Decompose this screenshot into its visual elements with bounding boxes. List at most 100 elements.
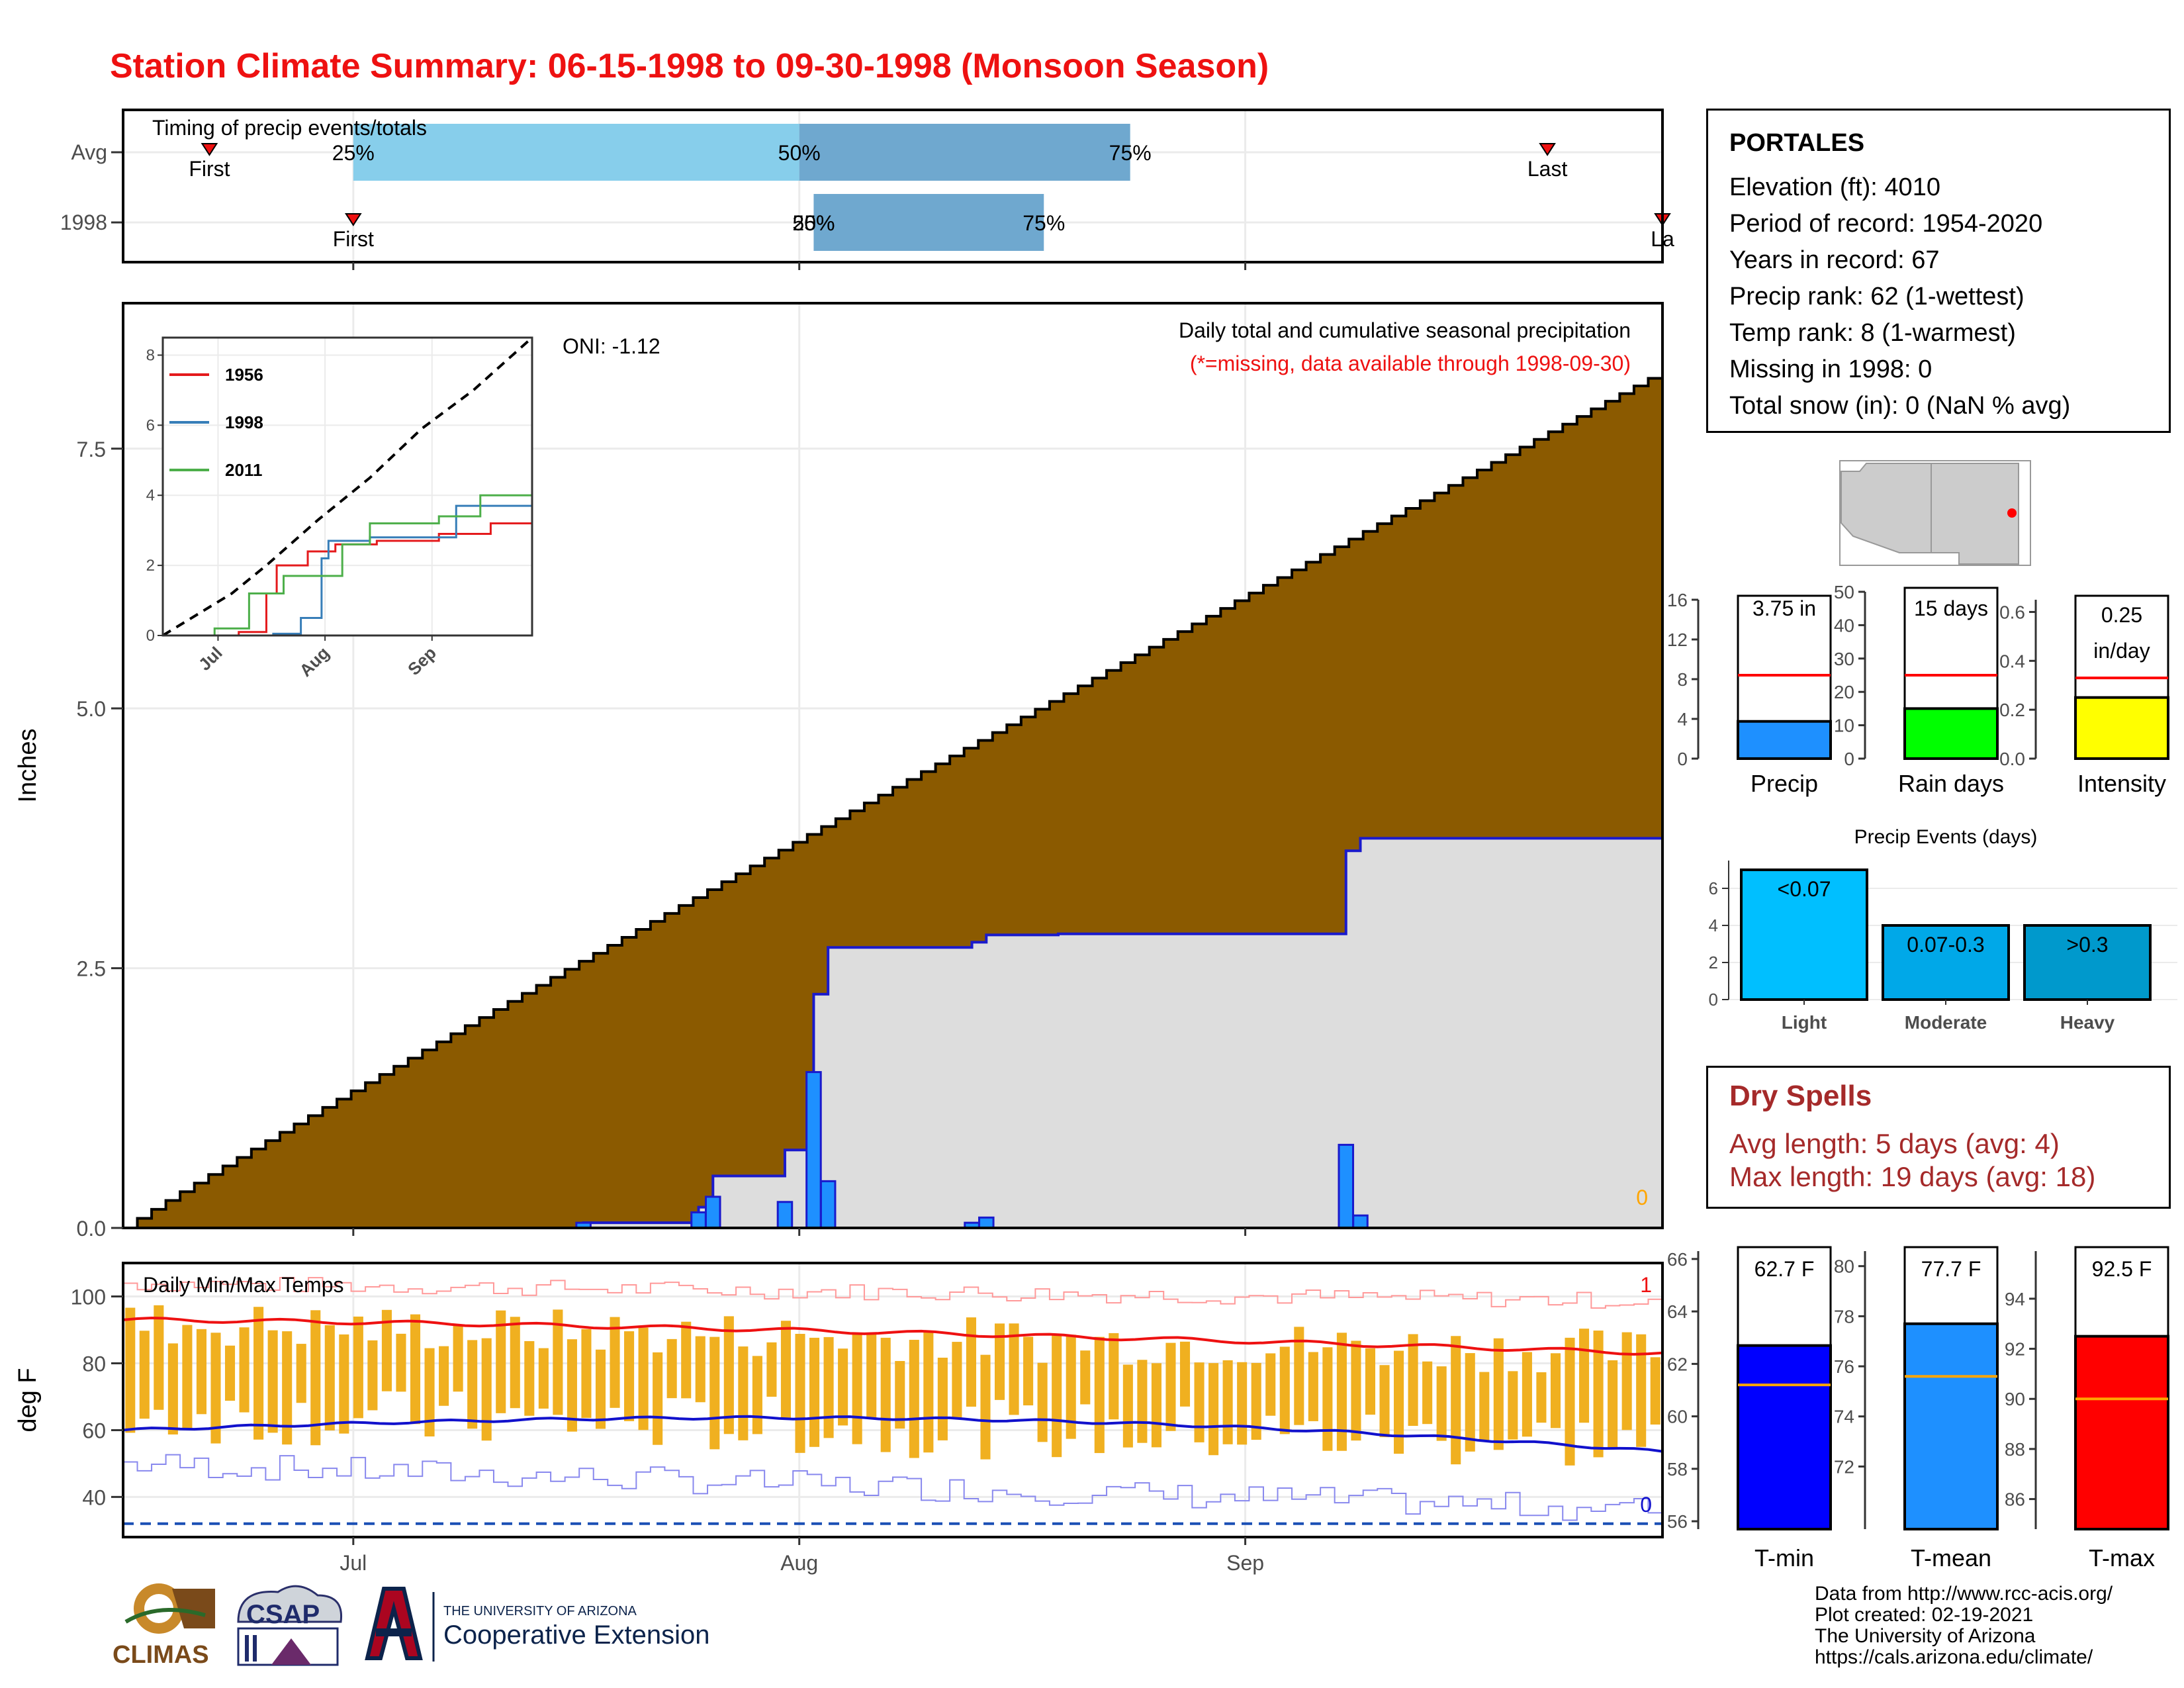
station-location-marker [2007, 508, 2017, 518]
y-tick-label: 0.4 [1999, 651, 2025, 671]
precip-event-value-label: 0.07-0.3 [1907, 933, 1984, 957]
avg-min-line [122, 1415, 1663, 1453]
station-snow: Total snow (in): 0 (NaN % avg) [1729, 392, 2071, 420]
daily-temp-bar [1165, 1342, 1176, 1431]
y-tick-label: 0.2 [1999, 700, 2025, 720]
daily-temp-bar [610, 1317, 620, 1408]
daily-temp-bar [952, 1342, 962, 1419]
y-tick-label: 6 [1709, 878, 1718, 898]
daily-temp-bar [666, 1338, 677, 1399]
station-elevation: Elevation (ft): 4010 [1729, 173, 1940, 201]
x-tick-label: Sep [1226, 1551, 1264, 1575]
y-tick-label: 0.0 [1999, 749, 2025, 769]
y-tick-label: 4 [1677, 709, 1688, 729]
daily-temp-bar [1479, 1372, 1490, 1442]
y-tick-label: 56 [1667, 1511, 1688, 1532]
daily-temp-bar [1451, 1336, 1461, 1465]
tmax-gauge-label: T-max [2089, 1544, 2155, 1571]
daily-temp-bar [1565, 1337, 1575, 1466]
daily-temp-bar [353, 1316, 363, 1419]
daily-temp-bar [937, 1358, 948, 1440]
first-marker [344, 213, 362, 226]
row-label: 1998 [60, 211, 107, 234]
daily-temp-bar [239, 1327, 250, 1413]
daily-temp-bar [1179, 1341, 1191, 1407]
daily-temp-bar [895, 1361, 905, 1429]
daily-temp-bar [410, 1314, 421, 1425]
tmean-gauge-frame [1903, 1246, 1999, 1530]
tmean-gauge-value-bar [1903, 1322, 1999, 1530]
daily-temp-bar [723, 1316, 734, 1434]
daily-temp-bar [196, 1329, 206, 1415]
tmean-gauge-label: T-mean [1911, 1544, 1991, 1571]
y-tick-label: 50 [1834, 582, 1854, 602]
oni-value: ONI: -1.12 [563, 334, 660, 358]
daily-temp-bar [453, 1325, 463, 1392]
precip-panel-subtitle: (*=missing, data available through 1998-… [1190, 352, 1631, 375]
y-tick-label: 72 [1834, 1456, 1854, 1477]
inset-legend-label: 1956 [225, 365, 263, 385]
daily-temp-bar [282, 1331, 293, 1445]
inset-legend-label: 1998 [225, 412, 263, 432]
intensity-value-unit: in/day [2093, 639, 2150, 663]
daily-temp-bar [638, 1327, 649, 1430]
station-temp-rank: Temp rank: 8 (1-warmest) [1729, 319, 2016, 347]
daily-temp-bar [1422, 1361, 1433, 1425]
daily-temp-bar [695, 1336, 705, 1403]
daily-temp-bar [1394, 1350, 1404, 1454]
y-tick-label: 8 [1677, 669, 1688, 690]
y-tick-label: 2 [1709, 953, 1718, 972]
y-tick-label: 78 [1834, 1306, 1854, 1327]
daily-temp-bar [1265, 1353, 1276, 1416]
precip-frame [122, 302, 1664, 1229]
daily-temp-bar [909, 1340, 919, 1458]
rain-days-gauge-label: Rain days [1898, 770, 2004, 797]
daily-temp-bar [923, 1333, 934, 1453]
precip-value-label: 3.75 in [1752, 596, 1816, 620]
y-tick-label: 60 [1667, 1407, 1688, 1427]
tmax-gauge-frame [2074, 1246, 2169, 1530]
daily-temp-bar [780, 1321, 792, 1419]
tmax-gauge-value-label: 92.5 F [2092, 1257, 2152, 1281]
precip-event-bar [1882, 924, 2010, 1001]
daily-temp-bar [1194, 1362, 1205, 1442]
inset-y-tick-label: 0 [146, 627, 155, 645]
y-axis-label: deg F [14, 1368, 42, 1432]
tmin-gauge-value-bar [1737, 1344, 1832, 1530]
record-high-count: 1 [1640, 1273, 1652, 1297]
quartile-bar-50-75 [799, 124, 1130, 181]
daily-temp-bar [1308, 1352, 1318, 1421]
intensity-gauge-value-bar [2074, 696, 2169, 760]
y-tick-label: 4 [1709, 915, 1718, 935]
daily-temp-bar [1379, 1365, 1390, 1438]
y-tick-label: 20 [1834, 682, 1854, 702]
rain-days-gauge-frame [1903, 586, 1999, 760]
daily-temp-bar [595, 1349, 606, 1429]
daily-temp-bar [538, 1348, 549, 1409]
climas-text: CLIMAS [113, 1641, 209, 1669]
temp-panel: Daily Min/Max Temps 1 0 40 60 80 100 Jul Aug Sep d… [14, 1262, 1664, 1575]
precip-panel-title: Daily total and cumulative seasonal prec… [1179, 318, 1631, 342]
ua-name: THE UNIVERSITY OF ARIZONA [443, 1604, 637, 1618]
daily-temp-bar [182, 1325, 193, 1430]
intensity-value-label: 0.25 [2101, 603, 2142, 627]
y-axis-label: Inches [14, 729, 42, 803]
daily-temp-bar [424, 1348, 435, 1436]
last-label: Last [1527, 157, 1568, 181]
daily-temp-bar [766, 1342, 777, 1397]
y-tick-label: 90 [2005, 1389, 2025, 1409]
precip-events-title: Precip Events (days) [1854, 826, 2038, 848]
source-line: Plot created: 02-19-2021 [1815, 1604, 2034, 1626]
precip-panel: Daily total and cumulative seasonal prec… [14, 302, 1664, 1241]
y-tick-label: 7.5 [77, 438, 106, 461]
tmean-gauge-value-label: 77.7 F [1921, 1257, 1981, 1281]
record-max-line [123, 1276, 1662, 1309]
dry-spells-title: Dry Spells [1729, 1080, 1872, 1112]
daily-temp-bar [1080, 1350, 1091, 1405]
daily-temp-bar [1009, 1323, 1019, 1415]
daily-temp-bar [1522, 1352, 1532, 1437]
dry-spells-avg: Avg length: 5 days (avg: 4) [1729, 1128, 2060, 1159]
x-tick-label: Aug [780, 1551, 818, 1575]
y-tick-label: 0 [1677, 749, 1688, 769]
avg-max-line [122, 1317, 1663, 1356]
